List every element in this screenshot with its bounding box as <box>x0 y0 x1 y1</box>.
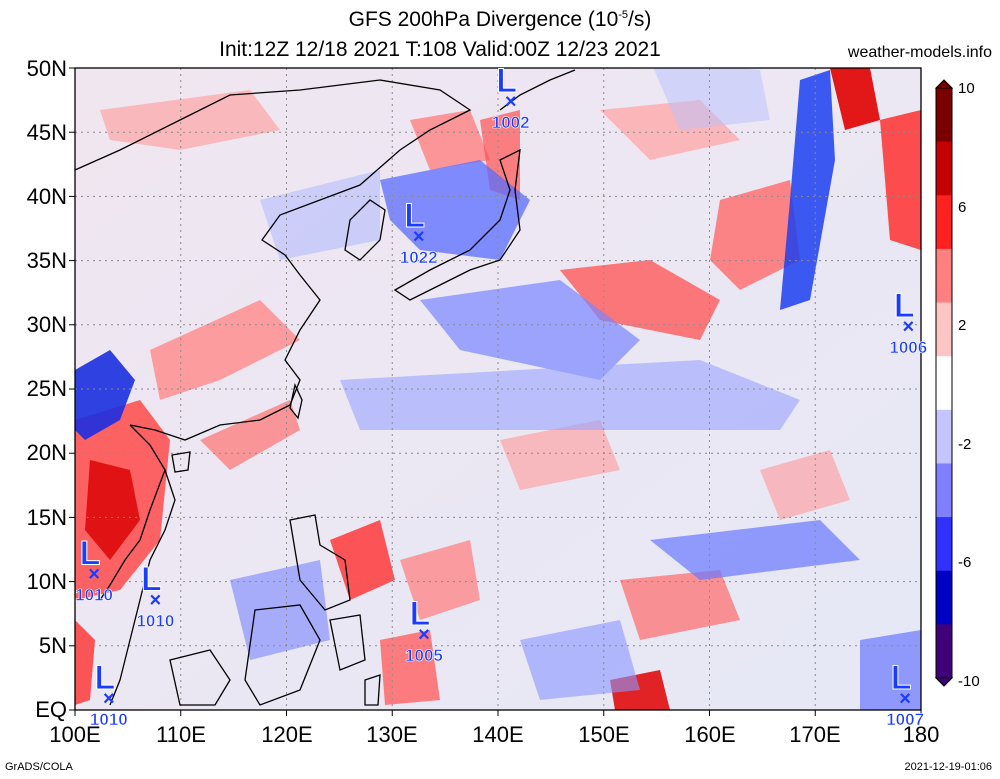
low-pressure-value: 1002 <box>492 113 530 132</box>
colorbar-label-minus2: -2 <box>958 436 972 453</box>
footer-grads: GrADS/COLA <box>5 761 73 773</box>
colorbar-label-2: 2 <box>958 317 967 334</box>
low-pressure-value: 1006 <box>889 338 927 357</box>
brand-label: weather-models.info <box>847 44 992 61</box>
low-center: L×1007 <box>886 659 924 730</box>
colorbar-segment <box>936 517 952 572</box>
colorbar-segment <box>936 195 952 250</box>
colorbar-segment <box>936 624 952 679</box>
lat-label-eq: EQ <box>35 697 67 722</box>
lat-label-35n: 35N <box>26 248 67 273</box>
low-pressure-value: 1005 <box>405 646 443 665</box>
low-center: L×1010 <box>136 560 174 631</box>
title-exponent: -5 <box>618 9 629 21</box>
colorbar-label-minus10: -10 <box>958 673 980 690</box>
lat-label-20n: 20N <box>26 440 67 465</box>
colorbar-frame <box>935 87 953 679</box>
coastlines <box>75 69 576 706</box>
low-center-mark: × <box>88 564 100 586</box>
lon-label-170e: 170E <box>789 722 841 747</box>
colorbar-top-cap <box>934 79 954 89</box>
low-pressure-value: 1007 <box>886 710 924 729</box>
lat-label-50n: 50N <box>26 56 67 81</box>
footer-timestamp: 2021-12-19-01:06 <box>904 761 992 773</box>
low-center-mark: × <box>413 226 425 248</box>
low-center: L×1002 <box>491 62 530 133</box>
low-center-mark: × <box>418 624 430 646</box>
lon-label-140e: 140E <box>472 722 524 747</box>
colorbar-segment <box>936 248 952 304</box>
low-symbol: L <box>80 535 101 573</box>
low-symbol: L <box>496 62 517 100</box>
lat-label-5n: 5N <box>38 633 67 658</box>
lat-label-30n: 30N <box>26 312 67 337</box>
colorbar-segment <box>936 463 952 518</box>
low-pressure-value: 1010 <box>136 611 174 630</box>
low-pressure-value: 1010 <box>75 586 113 605</box>
low-center: L×1022 <box>399 196 438 267</box>
colorbar-label-6: 6 <box>958 199 967 216</box>
colorbar <box>934 79 954 687</box>
low-center-mark: × <box>103 688 115 710</box>
lon-label-130e: 130E <box>366 722 418 747</box>
colorbar-label-10: 10 <box>958 80 975 97</box>
low-center-mark: × <box>505 91 517 113</box>
colorbar-segment <box>936 88 952 143</box>
low-symbol: L <box>894 287 915 325</box>
low-symbol: L <box>94 659 115 697</box>
lon-label-120e: 120E <box>261 722 313 747</box>
low-pressure-value: 1022 <box>400 248 438 267</box>
lat-label-10n: 10N <box>26 569 67 594</box>
colorbar-segment <box>936 409 952 464</box>
low-center: L×1006 <box>889 286 927 357</box>
low-center-mark: × <box>902 316 914 338</box>
lat-label-40n: 40N <box>26 184 67 209</box>
divergence-field <box>75 68 921 710</box>
lon-label-160e: 160E <box>684 722 736 747</box>
lon-label-180: 180 <box>902 722 940 747</box>
colorbar-segment <box>936 570 952 625</box>
lon-label-150e: 150E <box>578 722 630 747</box>
low-symbol: L <box>891 659 912 697</box>
lon-label-110e: 110E <box>156 722 206 747</box>
low-center: L×1010 <box>75 534 113 605</box>
lat-label-15n: 15N <box>26 505 67 530</box>
low-pressure-value: 1010 <box>90 710 128 729</box>
low-center: L×1010 <box>90 659 128 730</box>
low-center-mark: × <box>899 688 911 710</box>
low-symbol: L <box>141 560 162 598</box>
lat-label-45n: 45N <box>26 120 67 145</box>
chart-title: GFS 200hPa Divergence (10-5/s) <box>0 8 1000 32</box>
low-center-mark: × <box>150 589 162 611</box>
low-center: L×1005 <box>405 594 443 665</box>
colorbar-bottom-cap <box>934 677 954 687</box>
lat-label-25n: 25N <box>26 376 67 401</box>
colorbar-segment <box>936 141 952 196</box>
low-symbol: L <box>404 197 425 235</box>
lon-label-100e: 100E <box>49 722 101 747</box>
colorbar-segment <box>936 302 952 357</box>
title-prefix: GFS 200hPa Divergence (10 <box>348 8 619 31</box>
colorbar-segment <box>936 356 952 411</box>
low-symbol: L <box>410 595 431 633</box>
colorbar-label-minus6: -6 <box>958 554 972 571</box>
chart-subtitle: Init:12Z 12/18 2021 T:108 Valid:00Z 12/2… <box>219 38 661 61</box>
axis-ticks <box>69 67 922 716</box>
title-suffix: /s) <box>628 8 652 31</box>
